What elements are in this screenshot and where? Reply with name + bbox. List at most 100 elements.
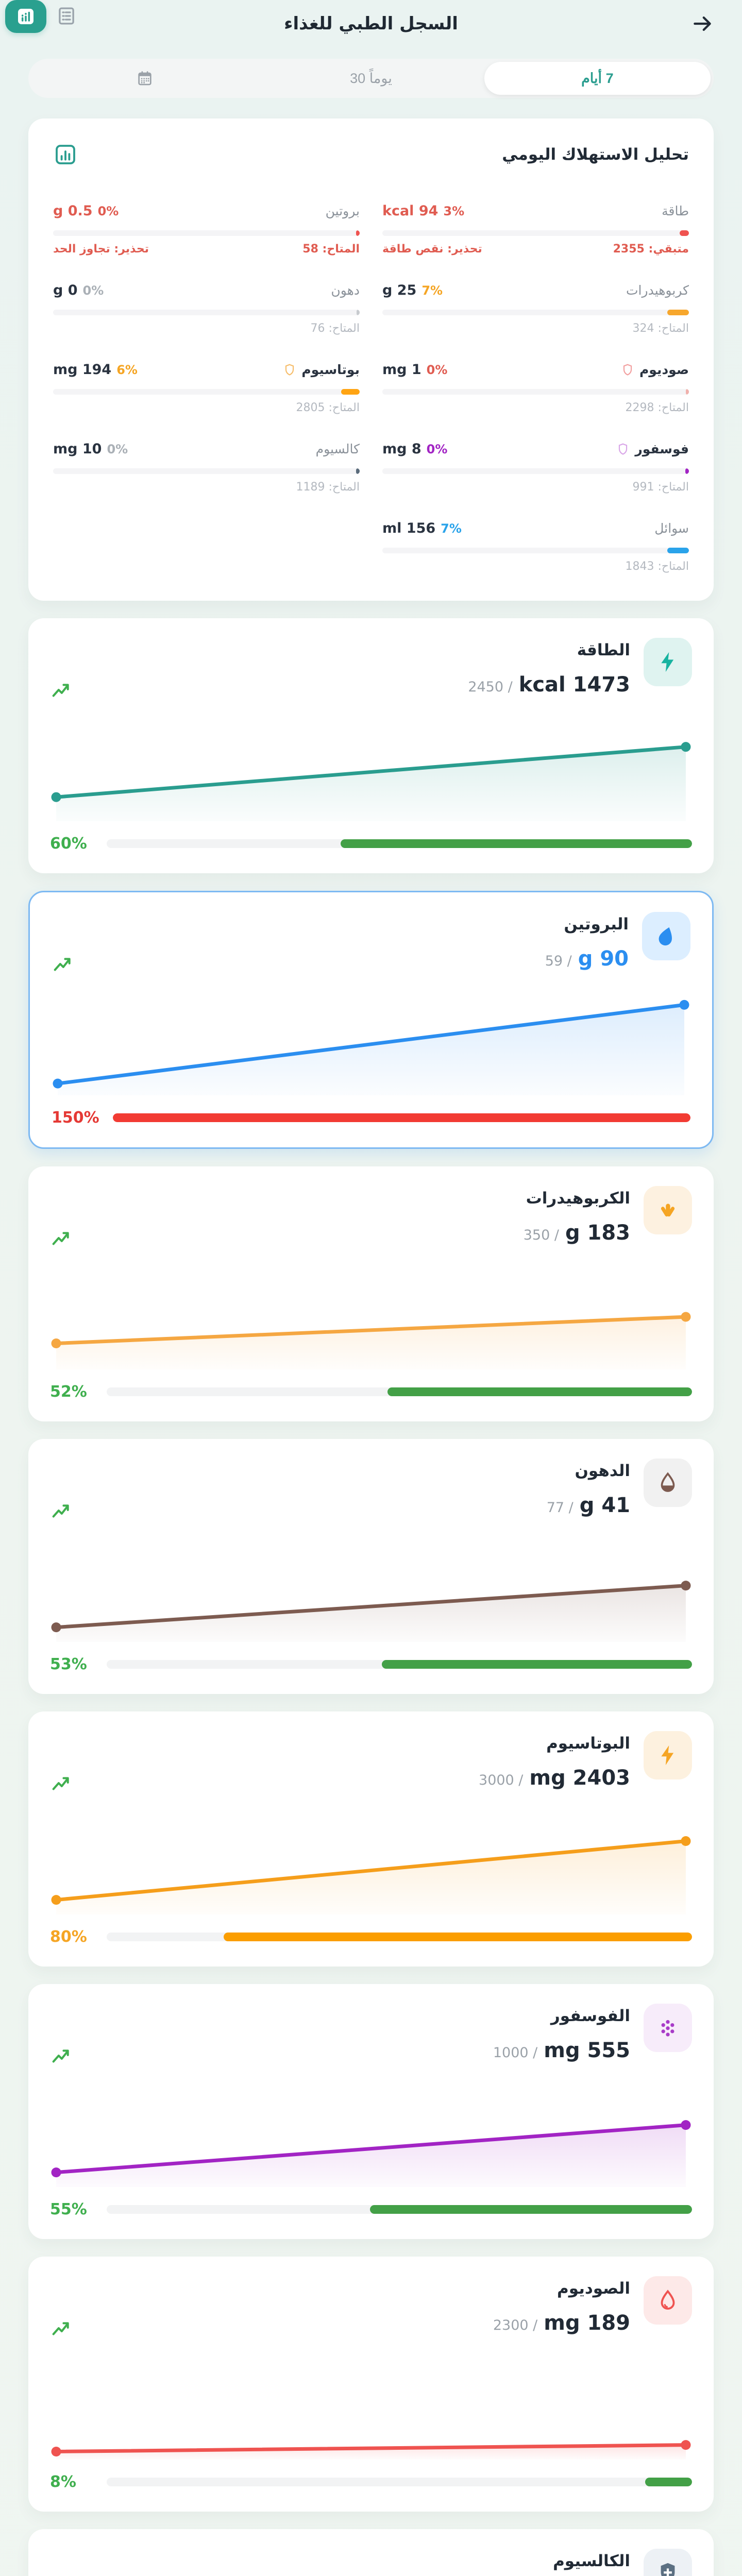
nutrient-name: صوديوم bbox=[639, 362, 689, 377]
nutrient-summary-cell: بوتاسيوم mg 194 6% المتاح: 2805 bbox=[53, 362, 360, 414]
shield-icon bbox=[621, 363, 634, 377]
nutrient-progress-fill bbox=[356, 230, 360, 236]
list-view-button[interactable] bbox=[55, 4, 78, 28]
nutrient-summary-cell: بروتين g 0.5 0% المتاح: 58 تحذير: تجا bbox=[53, 203, 360, 256]
nutrient-percent: 0% bbox=[426, 442, 448, 456]
tab-7-days[interactable]: 7 أيام bbox=[484, 62, 711, 95]
nutrient-cards: الطاقة 2450 / kcal 1473 60% bbox=[28, 618, 714, 2576]
chart-outline-icon bbox=[53, 142, 78, 167]
nutrient-summary-cell: دهون g 0 0% المتاح: 76 bbox=[53, 282, 360, 335]
trend-chart bbox=[50, 1807, 692, 1917]
progress-fill bbox=[370, 2205, 692, 2214]
warning-label: تحذير: تجاوز الحد bbox=[53, 243, 149, 256]
drop-icon bbox=[656, 2289, 680, 2312]
tab-custom-date[interactable] bbox=[31, 62, 258, 95]
shield-icon bbox=[283, 363, 296, 377]
nutrient-progress-fill bbox=[357, 310, 360, 315]
progress-percent-label: 60% bbox=[50, 835, 87, 853]
dots-icon bbox=[656, 2016, 680, 2040]
trend-chart-svg bbox=[51, 2120, 691, 2187]
trend-chart-svg bbox=[51, 1836, 691, 1914]
nutrient-progress-track bbox=[53, 310, 360, 315]
card-title: الدهون bbox=[575, 1462, 630, 1480]
summary-grid: طاقة kcal 94 3% متبقي: 2355 تحذير: نق bbox=[53, 176, 689, 573]
nutrient-value: kcal 94 bbox=[382, 203, 439, 219]
trend-up-icon bbox=[52, 952, 75, 976]
nutrient-card-potassium[interactable]: البوتاسيوم 3000 / mg 2403 80% bbox=[28, 1711, 714, 1967]
target-value: 1000 / bbox=[493, 2045, 538, 2061]
current-value: mg 555 bbox=[544, 2039, 630, 2062]
current-value: mg 189 bbox=[544, 2311, 630, 2335]
target-value: 3000 / bbox=[479, 1772, 524, 1788]
page-title: السجل الطبي للغذاء bbox=[284, 13, 458, 34]
nutrient-progress-fill bbox=[686, 389, 689, 395]
nutrient-card-sodium[interactable]: الصوديوم 2300 / mg 189 8% bbox=[28, 2257, 714, 2512]
nutrient-progress-track bbox=[382, 548, 689, 553]
croissant-icon bbox=[656, 1198, 680, 1222]
card-title: الكربوهيدرات bbox=[526, 1189, 630, 1208]
nutrient-summary-cell: كالسيوم mg 10 0% المتاح: 1189 bbox=[53, 441, 360, 494]
tab-30-days[interactable]: 30 يوماً bbox=[258, 62, 484, 95]
nutrient-name: طاقة bbox=[662, 204, 689, 218]
nutrient-card-phosphorus[interactable]: الفوسفور 1000 / mg 555 55% bbox=[28, 1984, 714, 2239]
nutrient-icon-badge bbox=[644, 638, 692, 686]
progress-track bbox=[107, 1933, 692, 1941]
available-label: المتاح: 76 bbox=[310, 322, 360, 335]
card-title: البوتاسيوم bbox=[546, 1734, 630, 1753]
nutrient-name: سوائل bbox=[654, 521, 689, 536]
current-value: kcal 1473 bbox=[518, 673, 630, 697]
nutrient-icon-badge bbox=[644, 1186, 692, 1234]
nutrient-icon-badge bbox=[644, 1731, 692, 1780]
nutrient-summary-cell: سوائل ml 156 7% المتاح: 1843 bbox=[382, 520, 689, 573]
trend-up-icon bbox=[50, 2044, 74, 2067]
warning-label: تحذير: نقص طاقة bbox=[382, 243, 482, 256]
progress-fill bbox=[341, 839, 692, 848]
charts-view-button[interactable] bbox=[5, 0, 46, 33]
progress-track bbox=[107, 1387, 692, 1396]
nutrient-card-fats[interactable]: الدهون 77 / g 41 53% bbox=[28, 1439, 714, 1694]
progress-percent-label: 52% bbox=[50, 1383, 87, 1401]
nutrient-card-energy[interactable]: الطاقة 2450 / kcal 1473 60% bbox=[28, 618, 714, 873]
trend-chart-svg bbox=[51, 2440, 691, 2460]
trend-chart bbox=[52, 988, 690, 1097]
current-value: g 90 bbox=[578, 947, 629, 971]
summary-header: تحليل الاستهلاك اليومي bbox=[53, 142, 689, 167]
available-label: المتاح: 2298 bbox=[625, 401, 689, 414]
nutrient-percent: 0% bbox=[107, 442, 128, 456]
trend-up-icon bbox=[50, 2316, 74, 2340]
nutrient-progress-track bbox=[382, 310, 689, 315]
nutrient-card-carbs[interactable]: الكربوهيدرات 350 / g 183 52% bbox=[28, 1166, 714, 1421]
nutrient-summary-cell: صوديوم mg 1 0% المتاح: 2298 bbox=[382, 362, 689, 414]
nutrient-name: كالسيوم bbox=[315, 442, 360, 456]
nutrient-value: g 0 bbox=[53, 282, 78, 298]
nutrient-progress-track bbox=[53, 468, 360, 474]
nutrient-percent: 3% bbox=[443, 204, 465, 218]
nutrient-value: mg 8 bbox=[382, 441, 421, 457]
progress-fill bbox=[112, 1113, 690, 1122]
target-value: 2450 / bbox=[468, 679, 513, 695]
progress-percent-label: 8% bbox=[50, 2473, 76, 2491]
nutrient-summary-cell: فوسفور mg 8 0% المتاح: 991 bbox=[382, 441, 689, 494]
nutrient-value: mg 10 bbox=[53, 441, 102, 457]
nutrient-name: بروتين bbox=[325, 204, 360, 218]
trend-chart-svg bbox=[51, 1312, 691, 1369]
back-button[interactable] bbox=[687, 9, 718, 38]
bolt-icon bbox=[656, 650, 680, 674]
available-label: المتاح: 1843 bbox=[625, 560, 689, 573]
nutrient-name: كربوهيدرات bbox=[626, 283, 689, 298]
nutrient-progress-fill bbox=[667, 310, 689, 315]
trend-chart bbox=[50, 1262, 692, 1371]
progress-fill bbox=[224, 1933, 692, 1941]
nutrient-card-calcium[interactable]: الكالسيوم 1200 / mg 98 8% bbox=[28, 2529, 714, 2576]
nutrient-percent: 0% bbox=[82, 283, 104, 298]
shield-icon bbox=[616, 443, 630, 456]
nutrient-name: فوسفور bbox=[635, 442, 689, 456]
nutrient-progress-track bbox=[53, 230, 360, 236]
nutrient-progress-fill bbox=[685, 468, 689, 474]
nutrient-percent: 7% bbox=[421, 283, 443, 298]
available-label: المتاح: 58 bbox=[302, 243, 360, 256]
trend-up-icon bbox=[50, 1226, 74, 1250]
header-actions bbox=[5, 0, 78, 33]
nutrient-card-protein[interactable]: البروتين 59 / g 90 150% bbox=[28, 891, 714, 1149]
